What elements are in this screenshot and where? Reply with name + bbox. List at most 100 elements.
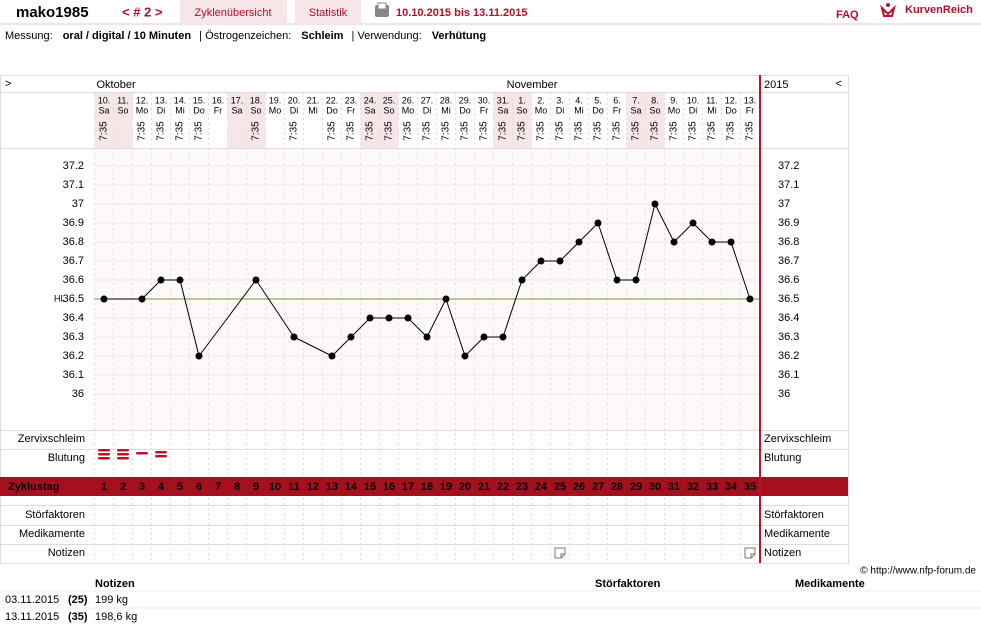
weekday-label: Di (556, 105, 565, 115)
weekday-label: So (516, 105, 527, 115)
time-label: 7:35 (574, 121, 585, 141)
curve-segment (179, 279, 200, 357)
time-label: 7:35 (327, 121, 338, 141)
faq-link[interactable]: FAQ (836, 9, 859, 21)
tab[interactable] (295, 0, 361, 24)
y-tick-label: 36.7 (63, 255, 84, 267)
note-icon[interactable] (554, 547, 566, 559)
time-label: 7:35 (688, 121, 699, 141)
weekday-label: Mi (707, 105, 717, 115)
cycle-day: 28 (611, 481, 623, 493)
temperature-point (366, 314, 374, 322)
cycle-day: 17 (402, 481, 414, 493)
cycle-nav[interactable]: < # 2 > (122, 4, 163, 19)
weekday-label: Fr (347, 105, 356, 115)
time-label: 7:35 (669, 121, 680, 141)
time-label: 7:35 (251, 121, 262, 141)
y-tick-label: 36.5 (63, 293, 84, 305)
y-tick-label: 36.6 (63, 274, 84, 286)
date-label: 12. (725, 95, 738, 105)
curve-segment (331, 336, 352, 357)
tab[interactable] (180, 0, 287, 24)
curve-segment (293, 336, 333, 357)
weekday-label: Di (290, 105, 299, 115)
brand-name[interactable]: KurvenReich (905, 4, 973, 16)
curve-segment (141, 279, 162, 300)
temperature-point (100, 295, 108, 303)
time-label: 7:35 (194, 121, 205, 141)
weekday-label: Mi (308, 105, 318, 115)
row-label: Störfaktoren (764, 509, 824, 521)
cycle-day: 15 (364, 481, 376, 493)
month-label: November (507, 79, 558, 91)
time-label: 7:35 (612, 121, 623, 141)
time-label: 7:35 (175, 121, 186, 141)
cycle-day: 5 (177, 481, 183, 493)
cycle-day: 24 (535, 481, 548, 493)
temperature-point (195, 352, 203, 360)
table-header: Medikamente (795, 578, 865, 590)
temperature-point (480, 333, 488, 341)
bleeding-icon (117, 457, 129, 460)
bleeding-icon (98, 453, 110, 456)
bleeding-icon (155, 451, 167, 454)
time-label: 7:35 (137, 121, 148, 141)
date-label: 10. (687, 95, 700, 105)
weekday-label: Fr (613, 105, 622, 115)
date-label: 29. (459, 95, 472, 105)
cycle-day: 21 (478, 481, 490, 493)
cycle-day: 16 (383, 481, 395, 493)
tab-label[interactable]: Statistik (309, 7, 348, 19)
bleeding-icon (117, 453, 129, 456)
weekday-label: Do (326, 105, 338, 115)
weekday-label: Fr (480, 105, 489, 115)
date-label: 24. (364, 95, 377, 105)
date-label: 6. (613, 95, 621, 105)
temperature-point (727, 238, 735, 246)
date-label: 12. (136, 95, 149, 105)
notes-table: Notizen Störfaktoren Medikamente 03.11.2015… (0, 578, 981, 623)
temperature-point (613, 276, 621, 284)
y-tick-label-right: 36.8 (778, 236, 799, 248)
temperature-point (518, 276, 526, 284)
info-label: Verwendung: (357, 30, 421, 42)
date-label: 13. (155, 95, 168, 105)
coverline-label: HL (54, 293, 66, 303)
weekday-label: Sa (98, 105, 109, 115)
curve-segment (502, 279, 523, 338)
time-label: 7:35 (650, 121, 661, 141)
y-tick-label-right: 36.3 (778, 331, 799, 343)
cycle-day: 35 (744, 481, 756, 493)
date-label: 17. (231, 95, 244, 105)
y-tick-label-right: 36.7 (778, 255, 799, 267)
nav-next[interactable]: < (836, 78, 842, 90)
tab-label[interactable]: Zyklenübersicht (194, 7, 271, 19)
weekend-column (246, 93, 266, 148)
date-label: 22. (326, 95, 339, 105)
note-text: 199 kg (95, 594, 128, 606)
date-label: 15. (193, 95, 206, 105)
temperature-point (575, 238, 583, 246)
weekday-label: Mi (441, 105, 451, 115)
weekday-label: Mo (535, 105, 548, 115)
date-label: 3. (556, 95, 564, 105)
weekday-label: Di (423, 105, 432, 115)
nav-prev[interactable]: > (5, 78, 11, 90)
date-label: 13. (744, 95, 757, 105)
temperature-point (385, 314, 393, 322)
cycle-day: 25 (554, 481, 566, 493)
y-tick-label: 36 (72, 388, 84, 400)
print-icon[interactable] (375, 2, 389, 17)
temperature-point (138, 295, 146, 303)
curve-segment (730, 241, 751, 300)
note-icon[interactable] (744, 547, 756, 559)
row-label: Störfaktoren (25, 509, 85, 521)
time-label: 7:35 (460, 121, 471, 141)
temperature-point (594, 219, 602, 227)
weekday-label: So (117, 105, 128, 115)
row-label: Medikamente (19, 528, 85, 540)
weekday-label: Mi (175, 105, 185, 115)
info-label: Östrogenzeichen: (205, 30, 291, 42)
cycle-day: 6 (196, 481, 202, 493)
